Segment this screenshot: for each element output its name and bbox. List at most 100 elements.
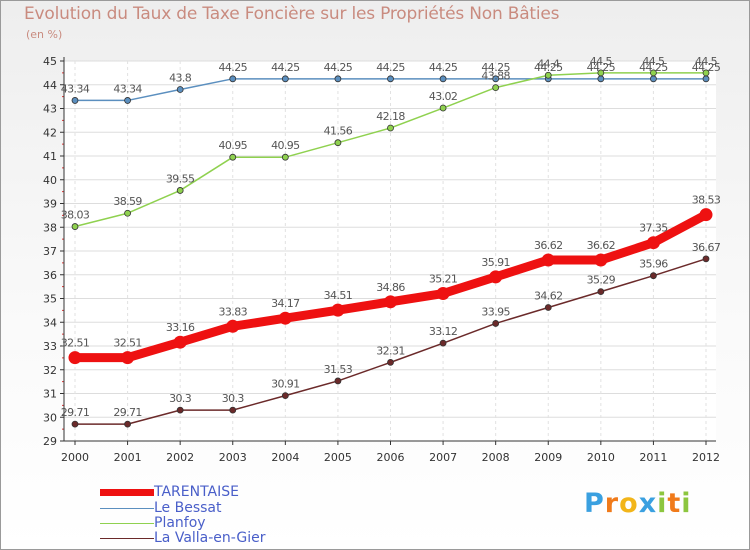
data-point-le-bessat — [71, 97, 79, 104]
data-label-le-bessat: 43.8 — [169, 72, 192, 85]
data-label-la-valla-en-gier: 36.67 — [692, 241, 721, 254]
data-point-la-valla-en-gier — [387, 358, 394, 366]
data-label-le-bessat: 43.34 — [113, 82, 142, 95]
x-tick-label: 2012 — [692, 451, 720, 464]
legend-label-planfoy: Planfoy — [154, 515, 206, 531]
data-point-le-bessat — [702, 75, 710, 83]
legend-swatch-la-valla-en-gier — [100, 537, 154, 539]
data-point-tarentaise — [436, 287, 450, 301]
data-point-planfoy — [650, 69, 657, 77]
data-label-le-bessat: 44.25 — [587, 61, 616, 74]
data-point-le-bessat — [597, 75, 605, 83]
data-point-planfoy — [597, 69, 605, 77]
data-point-tarentaise — [646, 236, 660, 250]
data-point-la-valla-en-gier — [492, 320, 500, 327]
data-label-tarentaise: 33.16 — [166, 321, 195, 334]
data-label-la-valla-en-gier: 33.12 — [429, 325, 458, 338]
data-point-le-bessat — [176, 86, 184, 93]
data-point-tarentaise — [278, 311, 292, 325]
data-point-planfoy — [124, 209, 131, 217]
legend-item-tarentaise: TARENTAISE — [100, 484, 239, 500]
data-point-tarentaise — [541, 253, 555, 267]
data-point-tarentaise — [173, 335, 187, 349]
proxiti-logo-letter: x — [638, 488, 658, 519]
data-point-la-valla-en-gier — [229, 406, 237, 414]
proxiti-logo-letter: i — [657, 488, 668, 519]
data-point-le-bessat — [492, 75, 500, 83]
legend-label-la-valla-en-gier: La Valla-en-Gier — [154, 530, 266, 546]
y-tick-label: 33 — [43, 340, 57, 353]
y-tick-label: 39 — [43, 198, 57, 211]
legend-item-planfoy: Planfoy — [100, 515, 206, 531]
data-label-le-bessat: 43.34 — [61, 82, 90, 95]
data-label-planfoy: 41.56 — [324, 125, 353, 138]
data-label-tarentaise: 36.62 — [534, 239, 563, 252]
data-point-la-valla-en-gier — [71, 420, 79, 428]
data-label-la-valla-en-gier: 30.91 — [271, 378, 300, 391]
data-label-le-bessat: 44.25 — [639, 61, 668, 74]
data-point-le-bessat — [439, 75, 447, 83]
data-point-planfoy — [702, 69, 710, 77]
data-label-le-bessat: 44.25 — [376, 61, 405, 74]
proxiti-logo-letter: i — [681, 488, 692, 519]
data-label-planfoy: 44.5 — [590, 55, 613, 68]
x-tick-label: 2003 — [219, 451, 247, 464]
y-tick-label: 37 — [43, 245, 57, 258]
y-tick-label: 40 — [43, 174, 57, 187]
data-label-le-bessat: 44.25 — [429, 61, 458, 74]
data-point-la-valla-en-gier — [124, 420, 131, 428]
data-label-planfoy: 44.5 — [695, 55, 718, 68]
data-label-planfoy: 40.95 — [219, 139, 248, 152]
data-point-la-valla-en-gier — [176, 406, 184, 414]
data-point-tarentaise — [384, 295, 397, 309]
x-tick-label: 2010 — [587, 451, 615, 464]
data-label-le-bessat: 44.25 — [324, 61, 353, 74]
data-label-tarentaise: 32.51 — [61, 337, 90, 350]
data-label-tarentaise: 36.62 — [587, 239, 616, 252]
x-tick-label: 2004 — [271, 451, 299, 464]
y-tick-label: 36 — [43, 269, 57, 282]
data-label-planfoy: 38.59 — [113, 195, 142, 208]
legend-swatch-tarentaise — [100, 488, 154, 496]
data-label-la-valla-en-gier: 29.71 — [61, 406, 90, 419]
data-point-planfoy — [492, 84, 500, 91]
data-label-tarentaise: 34.51 — [324, 289, 353, 302]
data-label-tarentaise: 37.35 — [639, 222, 668, 235]
data-point-tarentaise — [331, 303, 345, 317]
x-tick-label: 2002 — [166, 451, 194, 464]
data-label-la-valla-en-gier: 30.3 — [169, 392, 192, 405]
data-label-planfoy: 39.55 — [166, 172, 195, 185]
data-point-tarentaise — [699, 208, 713, 222]
data-label-planfoy: 43.88 — [481, 70, 510, 83]
data-point-le-bessat — [281, 75, 289, 83]
y-axis-unit-label: (en %) — [26, 28, 63, 41]
data-point-planfoy — [229, 153, 237, 161]
data-label-le-bessat: 44.25 — [534, 61, 563, 74]
data-point-tarentaise — [121, 351, 135, 365]
y-tick-label: 44 — [43, 79, 57, 92]
data-label-planfoy: 38.03 — [61, 209, 90, 222]
x-tick-label: 2001 — [114, 451, 142, 464]
data-label-la-valla-en-gier: 33.95 — [481, 305, 510, 318]
x-tick-label: 2007 — [429, 451, 457, 464]
y-tick-label: 34 — [43, 316, 57, 329]
proxiti-logo: Proxiti — [584, 488, 692, 519]
data-label-planfoy: 40.95 — [271, 139, 300, 152]
data-label-la-valla-en-gier: 31.53 — [324, 363, 353, 376]
legend-label-tarentaise: TARENTAISE — [154, 484, 239, 500]
proxiti-logo-letter: t — [667, 488, 682, 519]
data-point-planfoy — [281, 153, 289, 161]
data-point-la-valla-en-gier — [334, 377, 342, 385]
data-label-la-valla-en-gier: 35.96 — [639, 258, 668, 271]
data-point-tarentaise — [594, 253, 608, 267]
data-point-la-valla-en-gier — [281, 392, 289, 400]
data-point-la-valla-en-gier — [702, 255, 710, 263]
x-tick-label: 2005 — [324, 451, 352, 464]
x-tick-label: 2008 — [482, 451, 510, 464]
data-point-planfoy — [176, 187, 184, 194]
data-point-le-bessat — [229, 75, 237, 83]
x-tick-label: 2006 — [377, 451, 405, 464]
data-label-tarentaise: 32.51 — [113, 337, 142, 350]
data-label-planfoy: 44.5 — [642, 55, 665, 68]
